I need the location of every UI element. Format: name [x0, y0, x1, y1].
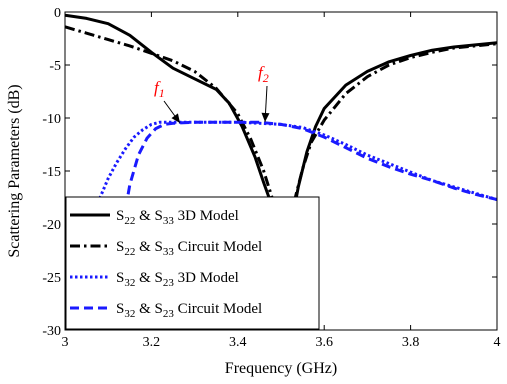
- legend-label-4: S32 & S23 Circuit Model: [116, 301, 262, 320]
- legend-label-3: S32 & S23 3D Model: [116, 270, 239, 289]
- series-line-3: [65, 25, 283, 223]
- legend-port-subscript: 23: [163, 308, 175, 320]
- legend-model-name: Circuit Model: [174, 239, 262, 255]
- legend-port-subscript: 32: [124, 308, 135, 320]
- legend-text-part: S: [116, 270, 124, 286]
- y-tick-label: -25: [42, 271, 61, 286]
- series-line-5: [89, 120, 497, 223]
- legend-model-name: Circuit Model: [174, 301, 262, 317]
- legend-label-1: S22 & S33 3D Model: [116, 208, 239, 227]
- x-tick-label: 3.4: [229, 335, 247, 350]
- y-axis-label: Scattering Parameters (dB): [6, 84, 23, 257]
- legend-port-subscript: 22: [124, 215, 135, 227]
- legend-model-name: 3D Model: [174, 208, 239, 224]
- x-tick-label: 3.8: [402, 335, 420, 350]
- annotation-subscript: 2: [263, 71, 269, 85]
- legend-text-part: & S: [135, 208, 163, 224]
- y-tick-label: -15: [42, 165, 61, 180]
- x-tick-label: 3: [62, 335, 69, 350]
- legend-port-subscript: 23: [163, 277, 175, 289]
- legend-port-subscript: 22: [124, 246, 135, 258]
- y-tick-label: -10: [42, 112, 61, 127]
- annotation-f1: f1: [154, 78, 165, 100]
- legend-text-part: S: [116, 239, 124, 255]
- annotation-arrowhead: [261, 112, 270, 122]
- legend-text-part: S: [116, 208, 124, 224]
- y-tick-label: -20: [42, 218, 61, 233]
- series-line-4: [288, 42, 497, 223]
- x-axis-label: Frequency (GHz): [225, 360, 337, 377]
- y-tick-label: -30: [42, 324, 61, 339]
- x-tick-label: 3.2: [143, 335, 161, 350]
- annotation-base: f: [258, 63, 265, 82]
- legend-text-part: & S: [135, 270, 163, 286]
- legend-text-part: & S: [135, 301, 163, 317]
- x-tick-label: 4: [494, 335, 501, 350]
- annotation-subscript: 1: [159, 86, 165, 100]
- annotation-f2: f2: [258, 63, 269, 85]
- annotation-arrowhead: [171, 113, 180, 123]
- legend-text-part: & S: [135, 239, 163, 255]
- legend-model-name: 3D Model: [174, 270, 239, 286]
- legend-port-subscript: 32: [124, 277, 135, 289]
- series-layer: [65, 13, 497, 223]
- x-tick-label: 3.6: [315, 335, 333, 350]
- y-tick-label: 0: [54, 6, 61, 21]
- series-line-1: [65, 13, 281, 223]
- legend-label-2: S22 & S33 Circuit Model: [116, 239, 262, 258]
- legend-port-subscript: 33: [163, 246, 175, 258]
- plot-area-border: [64, 11, 498, 331]
- legend-box: [65, 196, 320, 330]
- tick-layer: 3 3.2 3.4 3.6 3.8 4 0 -5 -10 -15 -20 -25 -30: [42, 6, 500, 350]
- series-line-6: [121, 120, 497, 223]
- annotation-base: f: [154, 78, 161, 97]
- legend-text-part: S: [116, 301, 124, 317]
- y-tick-label: -5: [49, 59, 61, 74]
- legend-port-subscript: 33: [163, 215, 175, 227]
